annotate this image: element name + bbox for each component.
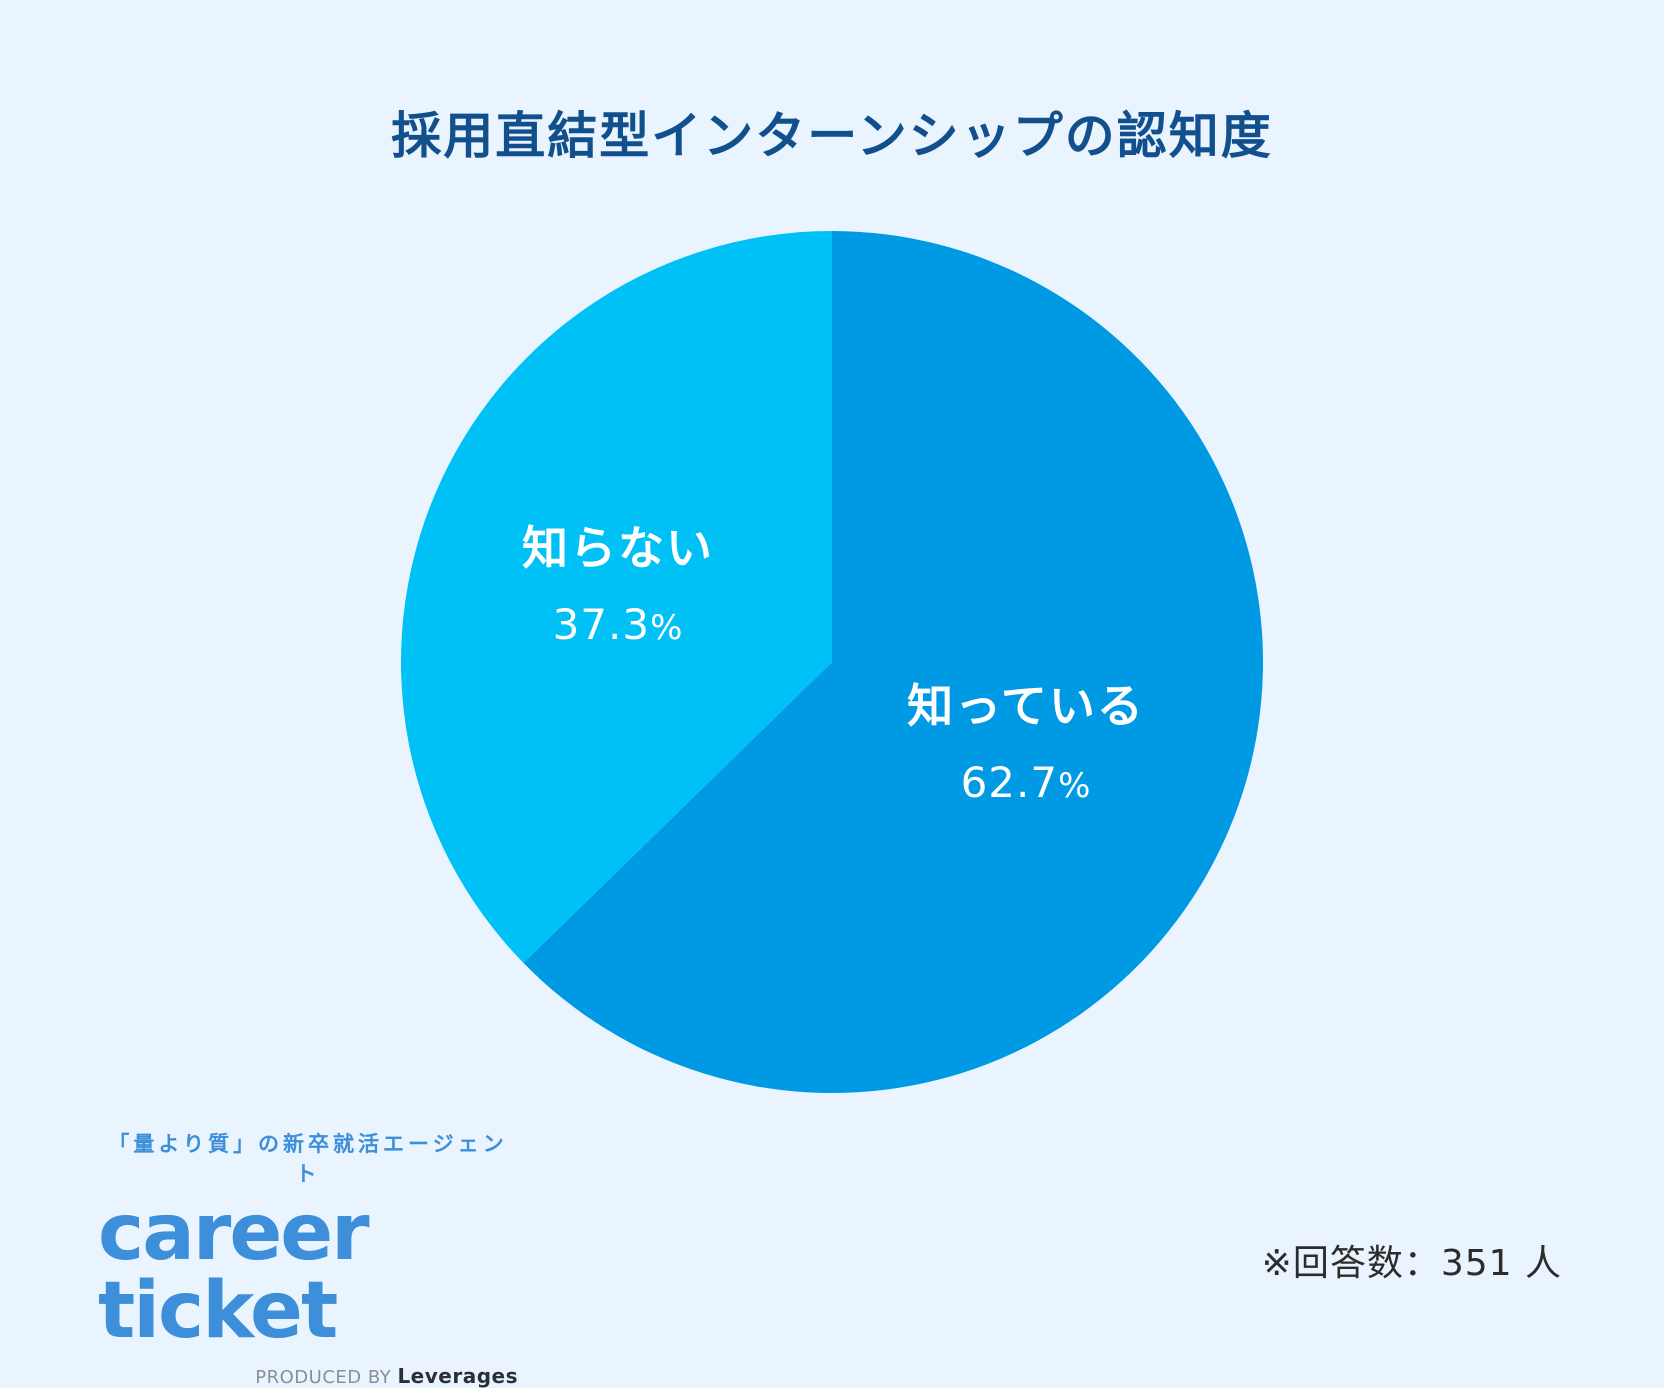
pie-chart	[401, 231, 1263, 1093]
slice-value-unknown: 37.3	[552, 600, 651, 649]
company-name: Leverages	[397, 1364, 518, 1388]
slice-unit-known: %	[1058, 766, 1092, 806]
respondent-count-note: ※回答数：351 人	[1261, 1243, 1562, 1284]
slice-name-unknown: 知らない	[522, 521, 714, 575]
slice-percent-known: 62.7%	[866, 758, 1186, 807]
slice-unit-unknown: %	[650, 608, 684, 648]
logo-tagline: 「量より質」の新卒就活エージェント	[108, 1132, 508, 1186]
logo-wordmark: career ticket	[98, 1188, 370, 1356]
slice-label-known: 知っている 62.7%	[866, 670, 1186, 807]
slice-name-known: 知っている	[907, 679, 1145, 733]
chart-title: 採用直結型インターンシップの認知度	[391, 107, 1273, 165]
pie-slice-known	[523, 231, 1263, 1093]
slice-label-unknown: 知らない 37.3%	[458, 512, 778, 649]
slice-value-known: 62.7	[960, 758, 1059, 807]
produced-by-text: PRODUCED BY	[255, 1367, 392, 1388]
career-ticket-logo: 「量より質」の新卒就活エージェント career ticket PRODUCED…	[98, 1128, 518, 1388]
pie-slice-unknown	[401, 231, 832, 963]
produced-by-line: PRODUCED BY Leverages	[98, 1364, 518, 1388]
slice-percent-unknown: 37.3%	[458, 600, 778, 649]
